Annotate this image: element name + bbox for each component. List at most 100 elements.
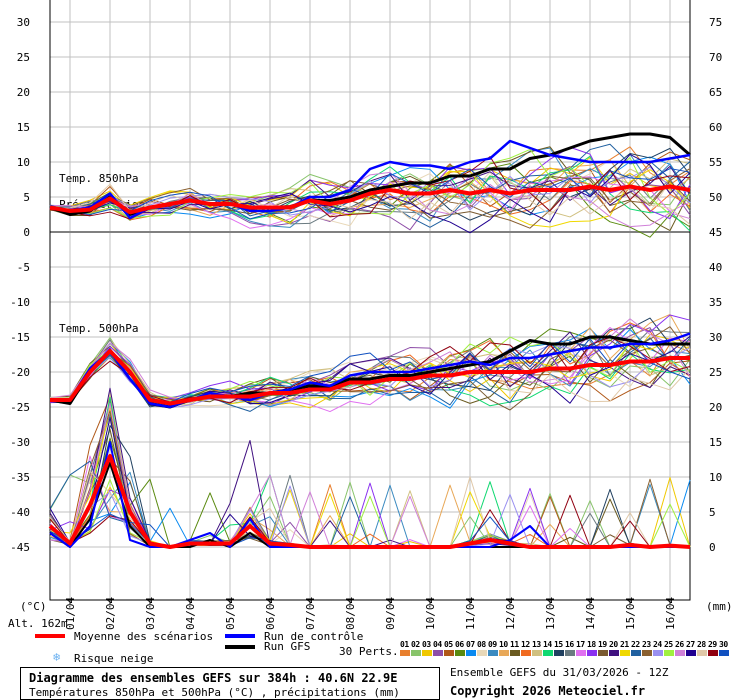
pert-swatch [565, 650, 575, 656]
t850-pert-line [49, 171, 691, 228]
pert-swatch [510, 650, 520, 656]
x-tick-label: 01/04 [64, 597, 77, 630]
chart-subtitle: Températures 850hPa et 500hPa (°C) , pré… [29, 686, 400, 699]
pert-number: 29 [708, 640, 717, 649]
chart-title: Diagramme des ensembles GEFS sur 384h : … [29, 671, 398, 685]
x-tick-label: 04/04 [184, 597, 197, 630]
left-tick-label: 20 [17, 86, 30, 99]
t850-pert-line [49, 180, 691, 225]
pert-swatch [477, 650, 487, 656]
right-tick-label: 45 [709, 226, 722, 239]
legend-gfs-swatch [225, 645, 255, 649]
title-box: Diagramme des ensembles GEFS sur 384h : … [20, 667, 440, 700]
x-tick-label: 14/04 [584, 597, 597, 630]
left-tick-label: -45 [10, 541, 30, 554]
pert-swatch [620, 650, 630, 656]
legend-perts-label: 30 Perts. [339, 645, 399, 658]
t500-mean-line [50, 349, 690, 406]
left-tick-label: 0 [23, 226, 30, 239]
copyright: Copyright 2026 Meteociel.fr [450, 684, 646, 698]
pert-swatch [598, 650, 608, 656]
pert-number: 21 [620, 640, 629, 649]
pert-swatch [576, 650, 586, 656]
pert-swatch [609, 650, 619, 656]
t850-mean-line [49, 184, 691, 215]
panel-label-t500: Temp. 500hPa [59, 322, 138, 335]
pert-number: 17 [576, 640, 585, 649]
right-tick-label: 5 [709, 506, 716, 519]
left-axis-unit: (°C) [20, 600, 47, 613]
pert-swatch [466, 650, 476, 656]
x-tick-label: 08/04 [344, 597, 357, 630]
right-tick-label: 60 [709, 121, 722, 134]
pert-swatch [708, 650, 718, 656]
left-tick-label: -20 [10, 366, 30, 379]
left-tick-label: 15 [17, 121, 30, 134]
legend-mean-label: Moyenne des scénarios [74, 630, 214, 643]
right-tick-label: 35 [709, 296, 722, 309]
pert-number: 19 [598, 640, 607, 649]
pert-swatch [411, 650, 421, 656]
right-tick-label: 65 [709, 86, 722, 99]
panel-label-t850: Temp. 850hPa [59, 172, 138, 185]
legend-gfs-label: Run GFS [264, 640, 311, 653]
legend-control-swatch [225, 634, 255, 638]
legend-mean-swatch [35, 634, 65, 638]
right-tick-label: 0 [709, 541, 716, 554]
x-tick-label: 07/04 [304, 597, 317, 630]
altitude-label: Alt. 162m [8, 617, 68, 630]
pert-number: 09 [488, 640, 497, 649]
left-tick-label: -5 [17, 261, 30, 274]
pert-swatch [686, 650, 696, 656]
x-tick-label: 12/04 [504, 597, 517, 630]
t850-pert-line [49, 169, 691, 228]
pert-swatch [664, 650, 674, 656]
x-tick-label: 03/04 [144, 597, 157, 630]
pert-swatch [433, 650, 443, 656]
legend-control-label: Run de contrôle [264, 630, 364, 643]
left-tick-label: -15 [10, 331, 30, 344]
left-tick-label: -30 [10, 436, 30, 449]
pert-number: 27 [686, 640, 695, 649]
pert-number: 02 [411, 640, 420, 649]
pert-number: 23 [642, 640, 651, 649]
pert-number: 03 [422, 640, 431, 649]
precip-pert-line [49, 414, 691, 548]
legend-snow-label: Risque neige [74, 652, 154, 665]
left-tick-label: 10 [17, 156, 30, 169]
pert-swatch [554, 650, 564, 656]
pert-swatch [631, 650, 641, 656]
pert-swatch [653, 650, 663, 656]
right-tick-label: 15 [709, 436, 722, 449]
pert-number: 24 [653, 640, 662, 649]
pert-number: 15 [554, 640, 563, 649]
pert-swatch [543, 650, 553, 656]
pert-swatch [719, 650, 729, 656]
right-tick-label: 55 [709, 156, 722, 169]
pert-swatch [455, 650, 465, 656]
pert-number: 26 [675, 640, 684, 649]
pert-number: 14 [543, 640, 552, 649]
right-tick-label: 10 [709, 471, 722, 484]
pert-number: 25 [664, 640, 673, 649]
precip-mean-line [48, 454, 691, 549]
pert-number: 18 [587, 640, 596, 649]
right-axis-unit: (mm) [706, 600, 733, 613]
right-tick-label: 70 [709, 51, 722, 64]
pert-number: 10 [499, 640, 508, 649]
pert-swatch [587, 650, 597, 656]
t500-pert-line [49, 326, 691, 402]
x-tick-label: 11/04 [464, 597, 477, 630]
pert-number: 11 [510, 640, 519, 649]
precip-pert-line [49, 411, 691, 548]
pert-number: 01 [400, 640, 409, 649]
left-tick-label: -40 [10, 506, 30, 519]
pert-number: 20 [609, 640, 618, 649]
precip-pert-line [49, 412, 691, 548]
right-tick-label: 40 [709, 261, 722, 274]
pert-number: 06 [455, 640, 464, 649]
left-tick-label: 25 [17, 51, 30, 64]
precip-pert-line [49, 413, 691, 548]
pert-swatch [499, 650, 509, 656]
